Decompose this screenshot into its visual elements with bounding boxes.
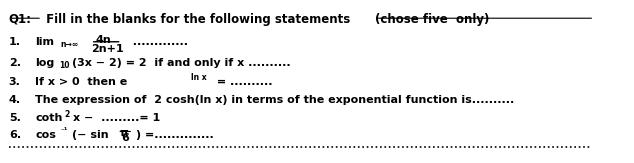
Text: log: log — [36, 58, 55, 68]
Text: 2: 2 — [65, 110, 70, 119]
Text: n→∞: n→∞ — [61, 40, 79, 49]
Text: 6.: 6. — [9, 130, 21, 140]
Text: ) =..............: ) =.............. — [136, 130, 214, 140]
Text: 2.: 2. — [9, 58, 21, 68]
Text: Q1:: Q1: — [9, 13, 32, 26]
Text: lim: lim — [36, 37, 55, 47]
Text: 4n: 4n — [95, 35, 111, 45]
Text: 1.: 1. — [9, 37, 21, 47]
Text: = ..........: = .......... — [213, 77, 272, 87]
Text: cos: cos — [36, 130, 56, 140]
Text: If x > 0  then e: If x > 0 then e — [36, 77, 127, 87]
Text: 3.: 3. — [9, 77, 21, 87]
Text: .............: ............. — [125, 37, 188, 47]
Text: 6: 6 — [121, 133, 129, 143]
Text: π: π — [120, 128, 129, 138]
Text: (3x − 2) = 2  if and only if x ..........: (3x − 2) = 2 if and only if x .......... — [72, 58, 290, 68]
Text: The expression of  2 cosh(ln x) in terms of the exponential function is.........: The expression of 2 cosh(ln x) in terms … — [36, 95, 515, 105]
Text: x −  .........= 1: x − .........= 1 — [73, 113, 160, 123]
Text: ⁻¹: ⁻¹ — [61, 126, 68, 135]
Text: coth: coth — [36, 113, 63, 123]
Text: 10: 10 — [59, 61, 69, 70]
Text: ln x: ln x — [191, 74, 207, 82]
Text: 5.: 5. — [9, 113, 21, 123]
Text: (− sin: (− sin — [72, 130, 108, 140]
Text: 4.: 4. — [9, 95, 21, 105]
Text: 2n+1: 2n+1 — [91, 44, 124, 54]
Text: Fill in the blanks for the following statements: Fill in the blanks for the following sta… — [42, 13, 359, 26]
Text: (chose five  only): (chose five only) — [375, 13, 489, 26]
